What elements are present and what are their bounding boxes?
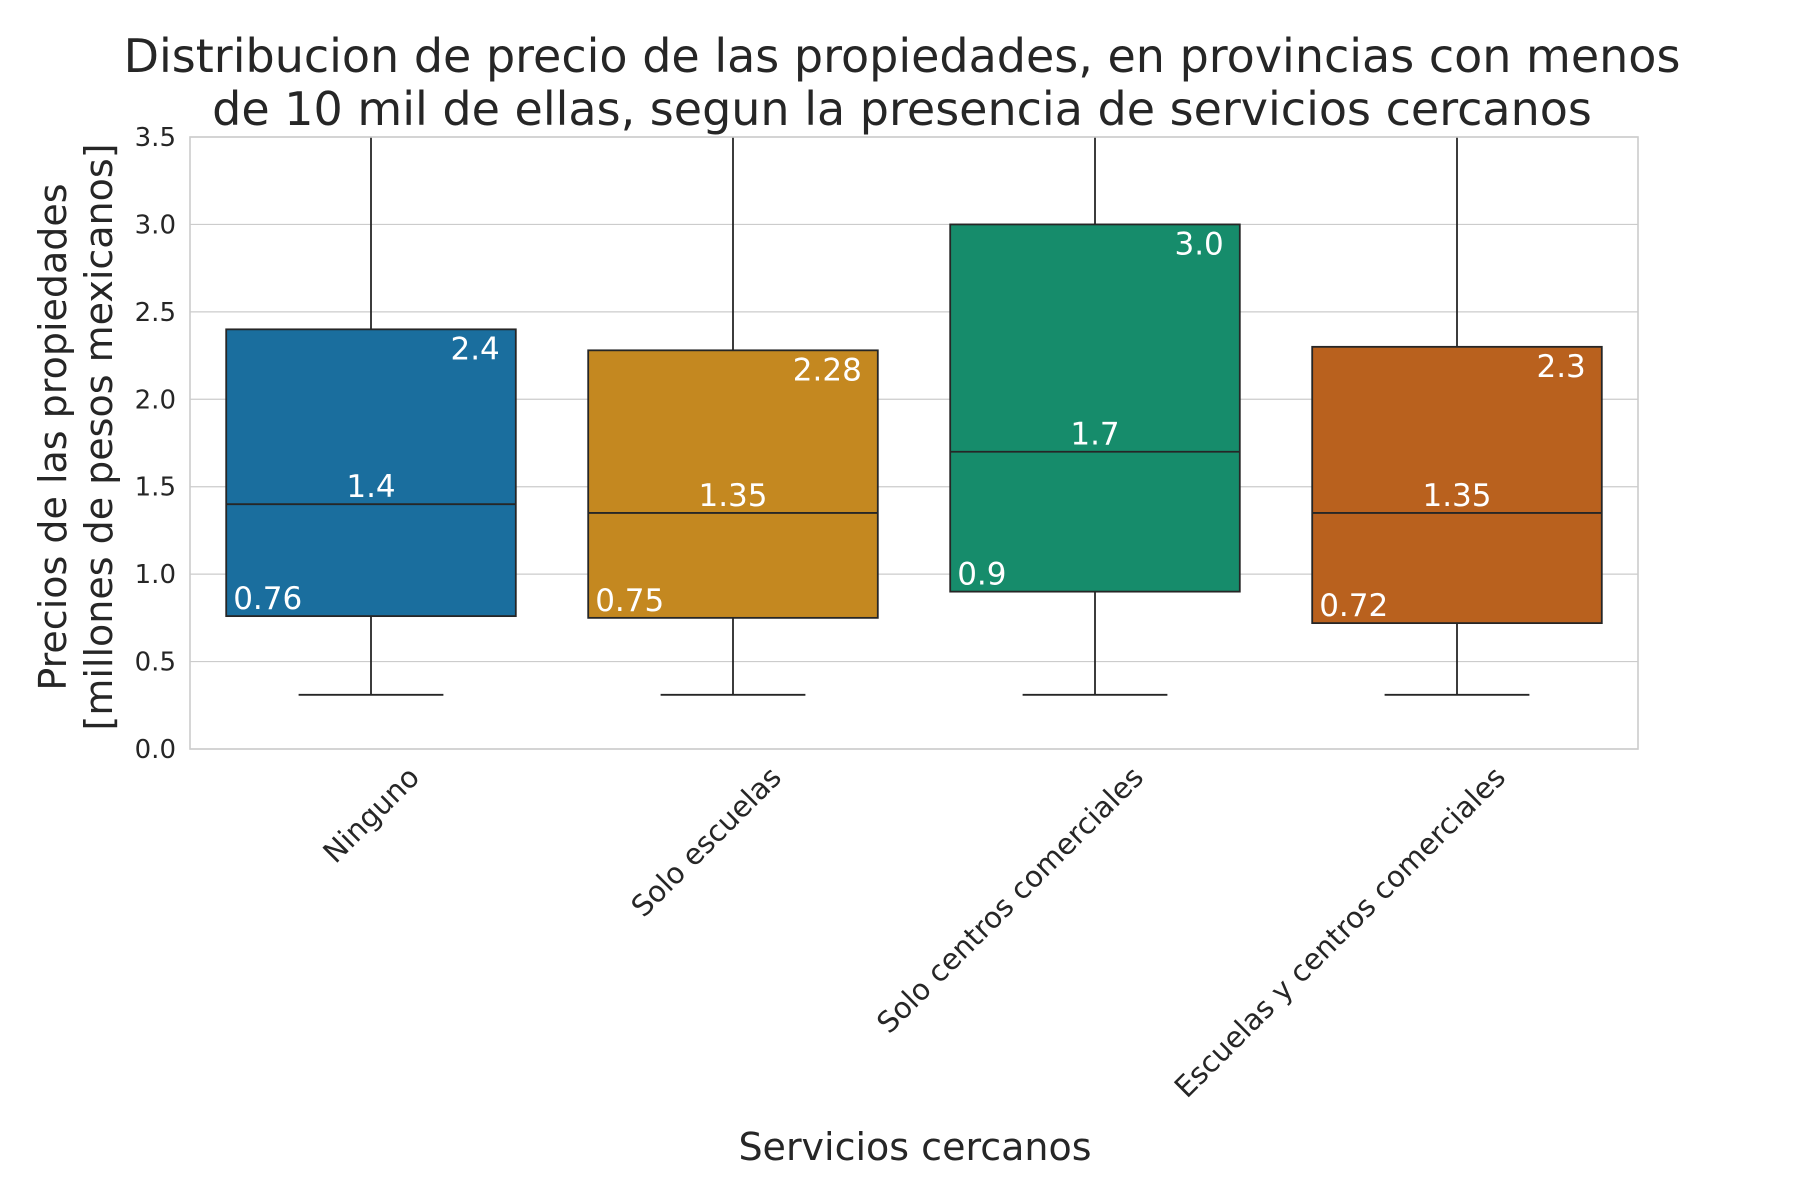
x-tick-labels: Ninguno Solo escuelas Solo centros comerci… — [316, 760, 1512, 1104]
x-axis-label: Servicios cercanos — [738, 1125, 1091, 1169]
chart-title-line-2: de 10 mil de ellas, segun la presencia d… — [212, 82, 1592, 136]
x-tick-label: Escuelas y centros comerciales — [1168, 760, 1512, 1104]
q1-value-label: 0.9 — [957, 557, 1006, 593]
q1-value-label: 0.72 — [1319, 588, 1388, 624]
y-tick-label: 2.5 — [135, 298, 176, 328]
y-tick-label: 3.0 — [135, 210, 176, 240]
interquartile-box — [587, 349, 879, 619]
x-tick-label: Solo centros comerciales — [870, 760, 1150, 1040]
interquartile-box — [1311, 345, 1603, 625]
y-axis-label: Precios de las propiedades [millones de … — [31, 143, 121, 730]
chart-title: Distribucion de precio de las propiedade… — [124, 29, 1681, 136]
q3-value-label: 2.28 — [793, 352, 862, 388]
x-tick-label: Ninguno — [316, 760, 426, 870]
y-tick-labels: 0.0 0.5 1.0 1.5 2.0 2.5 3.0 3.5 — [135, 123, 176, 765]
median-value-label: 1.4 — [346, 469, 395, 505]
y-tick-label: 0.5 — [135, 648, 176, 678]
y-tick-label: 1.0 — [135, 560, 176, 590]
y-axis-label-line-2: [millones de pesos mexicanos] — [77, 143, 121, 730]
q1-value-label: 0.76 — [233, 581, 302, 617]
interquartile-box — [225, 328, 517, 618]
box-3: 2.3 1.35 0.72 — [1311, 137, 1603, 696]
plot-frame — [189, 136, 1639, 750]
boxes: 2.4 1.4 0.76 2.28 1.35 0.75 3.0 1.7 0.9 2.3 1.35 0.… — [225, 137, 1603, 696]
box-1: 2.28 1.35 0.75 — [587, 137, 879, 696]
y-tick-label: 1.5 — [135, 473, 176, 503]
q3-value-label: 3.0 — [1174, 226, 1223, 262]
q3-value-label: 2.3 — [1536, 349, 1585, 385]
x-tick-label: Solo escuelas — [624, 760, 788, 924]
y-axis-label-line-1: Precios de las propiedades — [31, 183, 75, 690]
interquartile-box — [949, 223, 1241, 593]
median-value-label: 1.7 — [1070, 417, 1119, 453]
median-value-label: 1.35 — [1422, 478, 1491, 514]
q1-value-label: 0.75 — [595, 583, 664, 619]
y-tick-label: 0.0 — [135, 735, 176, 765]
median-value-label: 1.35 — [698, 478, 767, 514]
box-2: 3.0 1.7 0.9 — [949, 137, 1241, 696]
y-tick-label: 3.5 — [135, 123, 176, 153]
box-0: 2.4 1.4 0.76 — [225, 137, 517, 696]
q3-value-label: 2.4 — [450, 331, 499, 367]
chart-title-line-1: Distribucion de precio de las propiedade… — [124, 29, 1681, 83]
y-tick-label: 2.0 — [135, 385, 176, 415]
